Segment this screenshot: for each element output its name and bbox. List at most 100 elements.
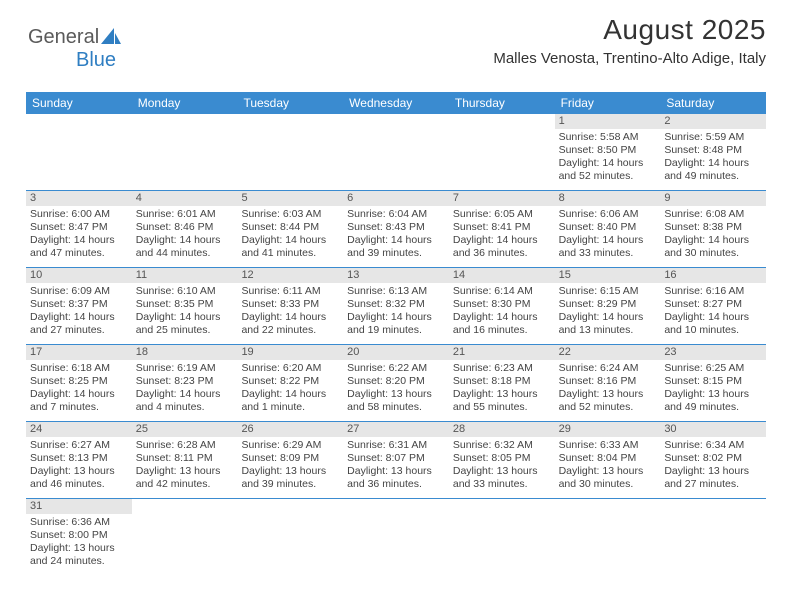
- day-sunrise: Sunrise: 6:36 AM: [30, 516, 128, 529]
- dow-sunday: Sunday: [26, 96, 132, 110]
- day-number: [343, 499, 449, 514]
- day-sunset: Sunset: 8:20 PM: [347, 375, 445, 388]
- day-body: Sunrise: 6:32 AMSunset: 8:05 PMDaylight:…: [449, 437, 555, 496]
- day-day1: Daylight: 14 hours: [30, 311, 128, 324]
- day-cell: 4Sunrise: 6:01 AMSunset: 8:46 PMDaylight…: [132, 191, 238, 267]
- day-day2: and 41 minutes.: [241, 247, 339, 260]
- day-day2: and 30 minutes.: [559, 478, 657, 491]
- day-number: [555, 499, 661, 514]
- day-sunset: Sunset: 8:37 PM: [30, 298, 128, 311]
- day-cell: 20Sunrise: 6:22 AMSunset: 8:20 PMDayligh…: [343, 345, 449, 421]
- day-cell: [449, 499, 555, 575]
- day-day1: Daylight: 14 hours: [136, 311, 234, 324]
- day-sunrise: Sunrise: 6:06 AM: [559, 208, 657, 221]
- day-sunrise: Sunrise: 6:15 AM: [559, 285, 657, 298]
- day-sunset: Sunset: 8:25 PM: [30, 375, 128, 388]
- day-sunrise: Sunrise: 6:25 AM: [664, 362, 762, 375]
- day-sunset: Sunset: 8:09 PM: [241, 452, 339, 465]
- day-number: [343, 114, 449, 129]
- day-day2: and 19 minutes.: [347, 324, 445, 337]
- day-day2: and 25 minutes.: [136, 324, 234, 337]
- day-day1: Daylight: 14 hours: [30, 388, 128, 401]
- day-body: Sunrise: 6:22 AMSunset: 8:20 PMDaylight:…: [343, 360, 449, 419]
- day-day2: and 4 minutes.: [136, 401, 234, 414]
- day-sunrise: Sunrise: 6:01 AM: [136, 208, 234, 221]
- day-sunrise: Sunrise: 6:13 AM: [347, 285, 445, 298]
- day-day1: Daylight: 13 hours: [347, 465, 445, 478]
- day-number: 22: [555, 345, 661, 360]
- day-body: Sunrise: 6:24 AMSunset: 8:16 PMDaylight:…: [555, 360, 661, 419]
- day-day1: Daylight: 14 hours: [453, 311, 551, 324]
- day-body: Sunrise: 6:11 AMSunset: 8:33 PMDaylight:…: [237, 283, 343, 342]
- day-cell: 18Sunrise: 6:19 AMSunset: 8:23 PMDayligh…: [132, 345, 238, 421]
- day-day1: Daylight: 13 hours: [559, 388, 657, 401]
- day-sunset: Sunset: 8:07 PM: [347, 452, 445, 465]
- day-sunrise: Sunrise: 6:23 AM: [453, 362, 551, 375]
- day-day2: and 44 minutes.: [136, 247, 234, 260]
- dow-tuesday: Tuesday: [237, 96, 343, 110]
- day-sunset: Sunset: 8:29 PM: [559, 298, 657, 311]
- day-cell: 30Sunrise: 6:34 AMSunset: 8:02 PMDayligh…: [660, 422, 766, 498]
- day-day1: Daylight: 13 hours: [453, 465, 551, 478]
- day-day2: and 22 minutes.: [241, 324, 339, 337]
- day-cell: 9Sunrise: 6:08 AMSunset: 8:38 PMDaylight…: [660, 191, 766, 267]
- day-sunrise: Sunrise: 6:05 AM: [453, 208, 551, 221]
- day-body: Sunrise: 6:16 AMSunset: 8:27 PMDaylight:…: [660, 283, 766, 342]
- day-day1: Daylight: 13 hours: [241, 465, 339, 478]
- day-day1: Daylight: 14 hours: [559, 311, 657, 324]
- day-cell: 25Sunrise: 6:28 AMSunset: 8:11 PMDayligh…: [132, 422, 238, 498]
- day-body: Sunrise: 6:05 AMSunset: 8:41 PMDaylight:…: [449, 206, 555, 265]
- day-cell: [343, 114, 449, 190]
- week-row: 10Sunrise: 6:09 AMSunset: 8:37 PMDayligh…: [26, 268, 766, 345]
- dow-friday: Friday: [555, 96, 661, 110]
- day-sunrise: Sunrise: 5:59 AM: [664, 131, 762, 144]
- day-sunset: Sunset: 8:47 PM: [30, 221, 128, 234]
- day-day2: and 30 minutes.: [664, 247, 762, 260]
- day-body: Sunrise: 6:31 AMSunset: 8:07 PMDaylight:…: [343, 437, 449, 496]
- header: August 2025 Malles Venosta, Trentino-Alt…: [493, 14, 766, 67]
- day-number: [132, 499, 238, 514]
- day-sunset: Sunset: 8:33 PM: [241, 298, 339, 311]
- logo: General Blue: [28, 26, 122, 72]
- day-sunset: Sunset: 8:02 PM: [664, 452, 762, 465]
- day-day1: Daylight: 14 hours: [241, 234, 339, 247]
- logo-sail-icon: [100, 27, 122, 45]
- day-day2: and 52 minutes.: [559, 401, 657, 414]
- day-day1: Daylight: 14 hours: [453, 234, 551, 247]
- day-number: 23: [660, 345, 766, 360]
- day-day1: Daylight: 14 hours: [347, 311, 445, 324]
- day-number: 19: [237, 345, 343, 360]
- day-cell: 10Sunrise: 6:09 AMSunset: 8:37 PMDayligh…: [26, 268, 132, 344]
- day-body: Sunrise: 6:23 AMSunset: 8:18 PMDaylight:…: [449, 360, 555, 419]
- day-sunset: Sunset: 8:35 PM: [136, 298, 234, 311]
- day-sunset: Sunset: 8:15 PM: [664, 375, 762, 388]
- logo-text-b: Blue: [76, 49, 116, 71]
- day-sunrise: Sunrise: 6:29 AM: [241, 439, 339, 452]
- day-cell: 11Sunrise: 6:10 AMSunset: 8:35 PMDayligh…: [132, 268, 238, 344]
- day-day1: Daylight: 14 hours: [664, 234, 762, 247]
- day-sunset: Sunset: 8:44 PM: [241, 221, 339, 234]
- day-number: 16: [660, 268, 766, 283]
- day-cell: [237, 114, 343, 190]
- day-number: 9: [660, 191, 766, 206]
- day-cell: [660, 499, 766, 575]
- day-body: Sunrise: 6:01 AMSunset: 8:46 PMDaylight:…: [132, 206, 238, 265]
- day-cell: [555, 499, 661, 575]
- day-sunset: Sunset: 8:23 PM: [136, 375, 234, 388]
- day-sunrise: Sunrise: 6:04 AM: [347, 208, 445, 221]
- day-sunset: Sunset: 8:04 PM: [559, 452, 657, 465]
- day-cell: [132, 499, 238, 575]
- day-sunset: Sunset: 8:22 PM: [241, 375, 339, 388]
- day-sunrise: Sunrise: 5:58 AM: [559, 131, 657, 144]
- day-cell: 22Sunrise: 6:24 AMSunset: 8:16 PMDayligh…: [555, 345, 661, 421]
- week-row: 1Sunrise: 5:58 AMSunset: 8:50 PMDaylight…: [26, 114, 766, 191]
- day-number: 4: [132, 191, 238, 206]
- day-body: Sunrise: 6:34 AMSunset: 8:02 PMDaylight:…: [660, 437, 766, 496]
- day-cell: [237, 499, 343, 575]
- day-number: 24: [26, 422, 132, 437]
- dow-monday: Monday: [132, 96, 238, 110]
- day-number: 25: [132, 422, 238, 437]
- day-sunrise: Sunrise: 6:33 AM: [559, 439, 657, 452]
- day-day1: Daylight: 14 hours: [136, 388, 234, 401]
- day-sunset: Sunset: 8:40 PM: [559, 221, 657, 234]
